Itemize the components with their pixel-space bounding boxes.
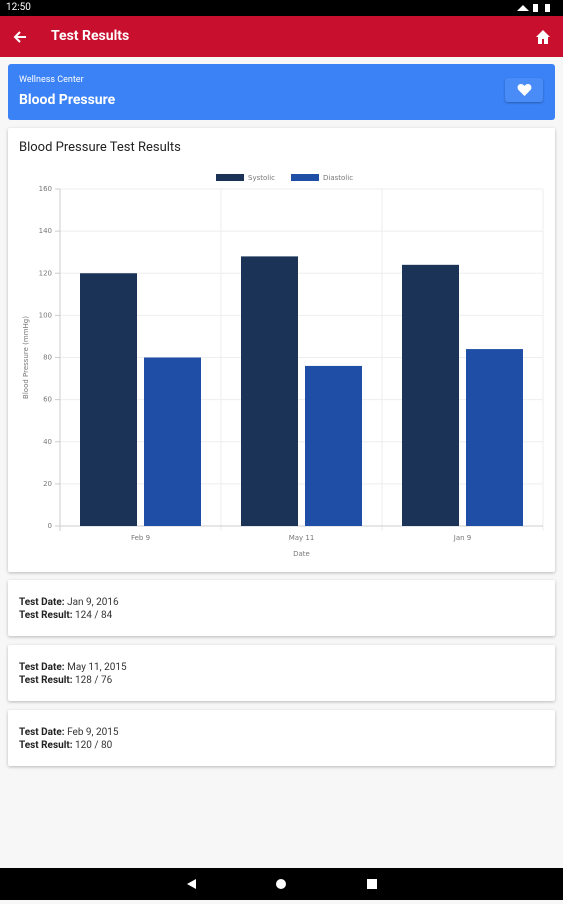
clock: 12:50	[6, 2, 31, 13]
result-card[interactable]: Test Date: Jan 9, 2016 Test Result: 124 …	[8, 580, 555, 636]
status-icons	[517, 4, 550, 12]
y-axis-label: Blood Pressure (mmHg)	[22, 316, 30, 399]
bar	[80, 273, 137, 526]
result-date-row: Test Date: Jan 9, 2016	[19, 597, 119, 608]
bar	[241, 256, 298, 526]
heart-icon	[517, 84, 532, 96]
result-date-row: Test Date: Feb 9, 2015	[19, 727, 118, 738]
result-card[interactable]: Test Date: May 11, 2015 Test Result: 128…	[8, 645, 555, 701]
legend-label: Diastolic	[323, 174, 353, 182]
legend-swatch	[291, 174, 319, 181]
date: Feb 9, 2015	[67, 727, 119, 738]
x-tick-label: Jan 9	[453, 534, 471, 542]
nav-home[interactable]	[276, 879, 286, 889]
chart-title: Blood Pressure Test Results	[19, 140, 181, 155]
status-bar: 12:50	[0, 0, 563, 16]
y-tick-label: 160	[39, 185, 52, 193]
home-button[interactable]	[535, 29, 551, 45]
bar	[466, 349, 523, 526]
y-tick-label: 40	[43, 438, 52, 446]
favorite-button[interactable]	[505, 78, 543, 102]
app-title: Test Results	[51, 28, 130, 44]
y-tick-label: 20	[43, 480, 52, 488]
label: Test Result:	[19, 740, 73, 751]
header-subtitle: Wellness Center	[19, 75, 84, 85]
bar	[144, 357, 201, 526]
nav-bar	[0, 868, 563, 900]
result: 124 / 84	[75, 610, 113, 621]
result-value-row: Test Result: 128 / 76	[19, 675, 112, 686]
label: Test Date:	[19, 597, 65, 608]
nav-buttons	[187, 879, 377, 889]
y-tick-label: 0	[48, 522, 52, 530]
y-tick-label: 80	[43, 354, 52, 362]
label: Test Result:	[19, 675, 73, 686]
x-axis-label: Date	[293, 550, 310, 558]
chart-card: Blood Pressure Test Results 0 20 40 60 80 100…	[8, 128, 555, 572]
date: May 11, 2015	[67, 662, 127, 673]
legend-swatch	[216, 174, 244, 181]
result: 128 / 76	[75, 675, 113, 686]
app-bar: Test Results	[0, 16, 563, 57]
nav-recents[interactable]	[367, 879, 377, 889]
bar	[402, 264, 459, 526]
x-tick-label: Feb 9	[131, 534, 150, 542]
y-tick-label: 120	[39, 269, 52, 277]
y-tick-label: 140	[39, 227, 52, 235]
label: Test Result:	[19, 610, 73, 621]
result-value-row: Test Result: 120 / 80	[19, 740, 112, 751]
label: Test Date:	[19, 662, 65, 673]
result-value-row: Test Result: 124 / 84	[19, 610, 112, 621]
nav-back[interactable]	[187, 879, 196, 889]
result-date-row: Test Date: May 11, 2015	[19, 662, 127, 673]
x-tick-label: May 11	[289, 534, 315, 542]
bar	[305, 365, 362, 526]
header-card: Wellness Center Blood Pressure	[8, 64, 555, 120]
result: 120 / 80	[75, 740, 113, 751]
header-title: Blood Pressure	[19, 92, 116, 108]
y-tick-label: 60	[43, 396, 52, 404]
legend-label: Systolic	[248, 174, 275, 182]
result-card[interactable]: Test Date: Feb 9, 2015 Test Result: 120 …	[8, 710, 555, 766]
y-tick-label: 100	[39, 311, 52, 319]
date: Jan 9, 2016	[67, 597, 119, 608]
chart: 0 20 40 60 80 100 120 140 160 Blood Pressure (mmH…	[22, 174, 544, 558]
label: Test Date:	[19, 727, 65, 738]
back-button[interactable]	[12, 29, 28, 45]
